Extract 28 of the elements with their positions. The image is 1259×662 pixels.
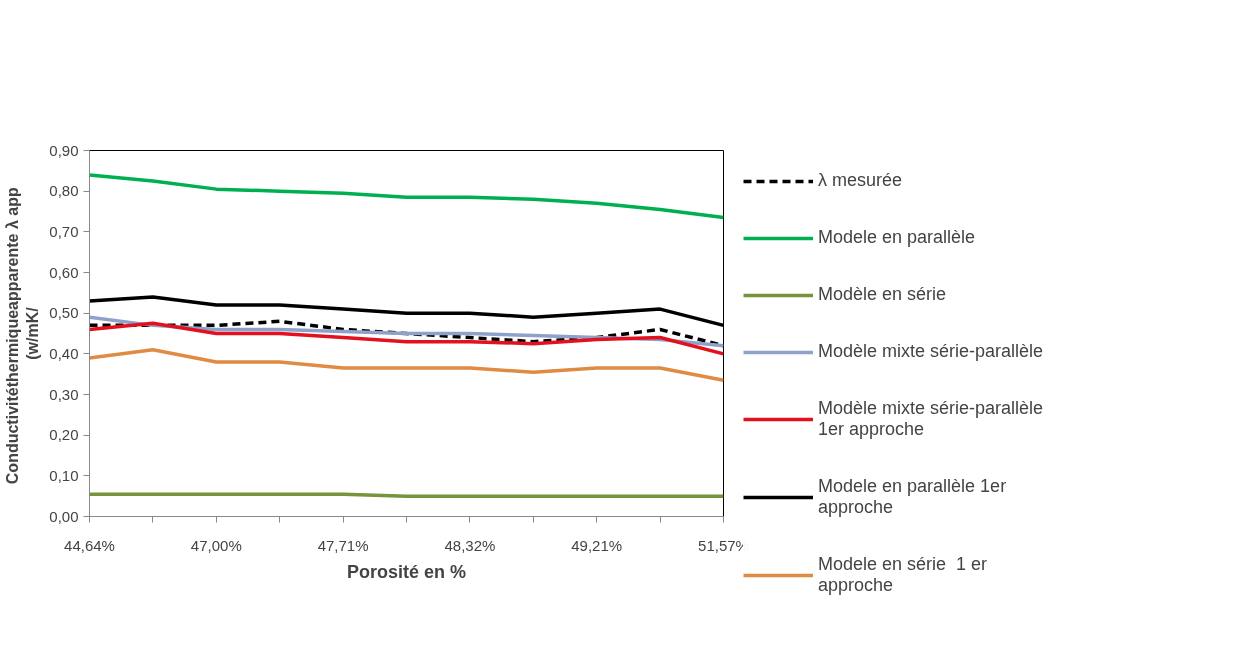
y-tick-label: 0,10 bbox=[49, 466, 79, 484]
x-tick-label: 47,00% bbox=[190, 536, 242, 554]
x-axis-title: Porosité en % bbox=[346, 561, 467, 582]
legend-label: Modele en série 1 er approche bbox=[818, 554, 989, 596]
y-tick-label: 0,00 bbox=[49, 507, 79, 525]
y-tick-label: 0,50 bbox=[49, 304, 79, 322]
legend-label: Modèle mixte série-parallèle 1er approche bbox=[818, 398, 1045, 440]
legend-label: Modèle en série bbox=[818, 284, 948, 305]
legend-label: λ mesurée bbox=[818, 170, 904, 191]
y-axis-title: Conductivitéthermiqueapparente λ app (w/mK/ bbox=[3, 187, 42, 485]
legend-label: Modele en parallèle bbox=[818, 227, 977, 248]
y-tick-label: 0,70 bbox=[49, 222, 79, 240]
y-tick-label: 0,90 bbox=[49, 141, 79, 159]
y-tick-label: 0,40 bbox=[49, 344, 79, 362]
x-tick-label: 47,71% bbox=[317, 536, 369, 554]
x-tick-label: 44,64% bbox=[64, 536, 115, 554]
y-tick-label: 0,80 bbox=[49, 182, 79, 200]
y-tick-label: 0,60 bbox=[49, 263, 79, 281]
y-tick-label: 0,30 bbox=[49, 385, 79, 403]
x-tick-label: 49,21% bbox=[571, 536, 623, 554]
legend-label: Modele en parallèle 1er approche bbox=[818, 476, 1008, 518]
x-tick-label: 48,32% bbox=[444, 536, 496, 554]
y-tick-label: 0,20 bbox=[49, 426, 79, 444]
line-series bbox=[89, 173, 724, 220]
line-series bbox=[89, 348, 724, 383]
x-tick-label: 51,57% bbox=[698, 536, 749, 554]
legend-label: Modèle mixte série-parallèle bbox=[818, 341, 1045, 362]
line-series bbox=[89, 321, 724, 356]
